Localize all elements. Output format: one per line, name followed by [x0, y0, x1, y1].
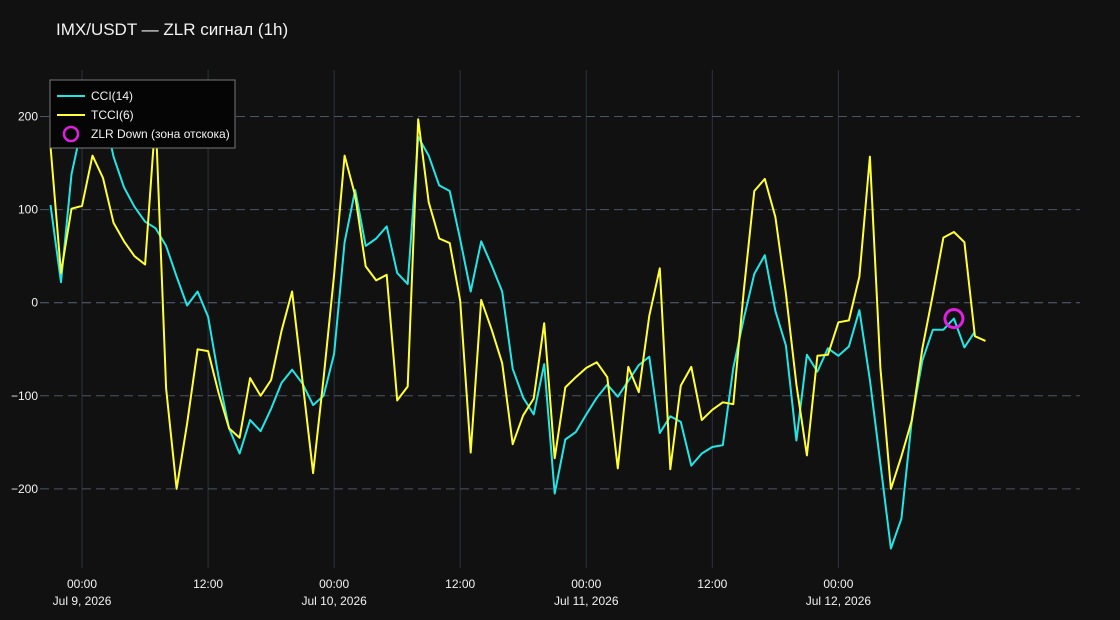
legend-label-marker: ZLR Down (зона отскока) [91, 127, 230, 141]
series-layer [49, 95, 986, 550]
legend-label-0: CCI(14) [91, 89, 133, 103]
marker-layer [943, 308, 965, 330]
zlr-marker [943, 308, 965, 330]
x-tick-date-label: Jul 10, 2026 [301, 594, 367, 608]
x-tick-date-label: Jul 9, 2026 [53, 594, 112, 608]
legend-label-1: TCCI(6) [91, 108, 134, 122]
x-tick-date-label: Jul 12, 2026 [806, 594, 872, 608]
x-tick-date-label: Jul 11, 2026 [554, 594, 619, 608]
x-tick-label: 12:00 [697, 577, 727, 591]
y-tick-label: 100 [18, 203, 38, 217]
axis-layer: 00:00 Jul 9, 2026 12:00 00:00 Jul 10, 2026 12… [11, 110, 871, 608]
x-tick-label: 00:00 [571, 577, 601, 591]
x-tick-label: 00:00 [319, 577, 349, 591]
x-tick-label: 00:00 [67, 577, 97, 591]
series-line-0 [49, 95, 976, 550]
x-tick-label: 12:00 [193, 577, 223, 591]
legend-marker-swatch [62, 125, 80, 143]
x-tick-label: 12:00 [445, 577, 475, 591]
x-tick-label: 00:00 [823, 577, 853, 591]
y-tick-label: −200 [11, 482, 38, 496]
y-tick-label: 200 [18, 110, 38, 124]
y-tick-label: 0 [31, 296, 38, 310]
legend[interactable]: CCI(14) TCCI(6) ZLR Down (зона отскока) [49, 79, 236, 149]
chart-title: IMX/USDT — ZLR сигнал (1h) [56, 20, 288, 39]
y-tick-label: −100 [11, 389, 38, 403]
series-line-1 [49, 115, 986, 490]
